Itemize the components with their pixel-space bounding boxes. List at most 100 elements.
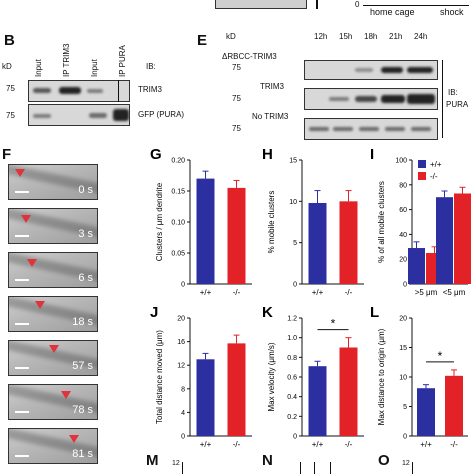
band: [309, 127, 329, 131]
x-tick-label: +/+: [420, 440, 432, 449]
top-blot-strip: [215, 0, 307, 9]
frame-time: 6 s: [78, 272, 93, 284]
panel-b-lane-2: IP TRIM3: [62, 43, 71, 78]
y-axis-label: Max velocity (μm/s): [267, 342, 276, 411]
panel-o-tick: 12: [402, 460, 410, 467]
y-axis-label: % mobile clusters: [267, 191, 276, 254]
bar: [417, 388, 435, 436]
bar: [408, 248, 425, 284]
scale-bar: [15, 279, 29, 281]
panel-b-lane-1: Input: [34, 59, 43, 77]
scale-bar: [15, 367, 29, 369]
panel-e-blot-drbcc: [304, 60, 438, 80]
y-tick-label: 100: [395, 158, 407, 165]
y-tick-label: 0.8: [287, 355, 297, 362]
y-tick-label: 0.2: [287, 414, 297, 421]
band: [355, 96, 377, 102]
y-tick-label: 0.10: [171, 220, 185, 227]
timelapse-frame: 18 s: [8, 296, 98, 332]
band: [329, 97, 349, 101]
panel-label: H: [262, 146, 273, 163]
arrowhead-icon: [69, 435, 79, 443]
panel-e-kd: kD: [226, 32, 236, 41]
y-tick-label: 0: [403, 282, 407, 289]
y-tick-label: 10: [399, 375, 407, 382]
panel-e-ib-target: PURA: [446, 100, 469, 109]
top-blot-end: [316, 0, 318, 9]
scale-bar: [15, 235, 29, 237]
bar: [436, 197, 453, 284]
y-axis-label: Max distance to origin (μm): [377, 328, 386, 425]
frame-time: 78 s: [72, 404, 93, 416]
y-tick-label: 20: [399, 257, 407, 264]
band: [355, 68, 373, 72]
timelapse-frame: 0 s: [8, 164, 98, 200]
x-tick-label: -/-: [233, 288, 241, 297]
panel-b-blot-trim3: [28, 80, 130, 102]
y-tick-label: 40: [399, 232, 407, 239]
panel-b-kd: kD: [2, 62, 12, 71]
band: [381, 67, 403, 73]
scale-bar: [15, 455, 29, 457]
bar: [308, 202, 327, 284]
scale-bar: [15, 411, 29, 413]
band: [33, 88, 51, 93]
y-tick-label: 0: [181, 434, 185, 441]
band: [385, 127, 405, 131]
panel-b-lane-3: Input: [90, 59, 99, 77]
panel-e-blot-trim3: [304, 88, 438, 110]
y-tick-label: 20: [399, 316, 407, 323]
panel-label: J: [150, 304, 158, 321]
panel-f-label: F: [2, 146, 12, 163]
panel-b-row-1-name: TRIM3: [138, 85, 162, 94]
bar: [339, 201, 358, 284]
panel-e-blot-no-trim3: [304, 118, 438, 140]
y-tick-label: 0: [403, 434, 407, 441]
panel-n-axis: [300, 462, 301, 474]
band: [381, 95, 405, 103]
frame-time: 0 s: [78, 184, 93, 196]
x-tick-label: -/-: [450, 440, 458, 449]
y-tick-label: 5: [293, 240, 297, 247]
frame-time: 3 s: [78, 228, 93, 240]
y-tick-label: 60: [399, 207, 407, 214]
y-tick-label: 4: [181, 410, 185, 417]
frame-time: 57 s: [72, 360, 93, 372]
panel-e-marker-1: 75: [232, 63, 241, 72]
panel-e-row-1-name: ΔRBCC-TRIM3: [222, 52, 277, 61]
arrowhead-icon: [35, 301, 45, 309]
timelapse-frame: 78 s: [8, 384, 98, 420]
y-axis-label: Total distance moved (μm): [155, 330, 164, 424]
bar: [196, 359, 215, 436]
y-tick-label: 1.2: [287, 316, 297, 323]
panel-e-row-3-name: No TRIM3: [252, 112, 289, 121]
panel-e-label: E: [197, 32, 208, 49]
bar: [227, 187, 246, 284]
x-tick-label: >5 μm: [415, 288, 438, 297]
legend-swatch: [418, 172, 426, 180]
legend-label: -/-: [430, 172, 438, 181]
y-axis-label: Clusters / μm dendrite: [155, 182, 164, 261]
bar: [454, 193, 471, 284]
panel-n-bar-cap: [314, 462, 315, 474]
band: [333, 127, 353, 131]
panel-label: G: [150, 146, 162, 163]
frame-time: 18 s: [72, 316, 93, 328]
panel-e-row-2-name: TRIM3: [260, 82, 284, 91]
band: [113, 109, 129, 121]
panel-b-label: B: [4, 32, 15, 49]
panel-e-time-2: 15h: [339, 32, 353, 41]
top-zero-tick: 0: [355, 0, 360, 9]
panel-b-ib: IB:: [146, 62, 156, 71]
panel-n-bar-cap: [330, 462, 331, 474]
panel-e-bracket: [442, 60, 443, 138]
band: [59, 87, 81, 94]
arrowhead-icon: [21, 215, 31, 223]
panel-m-label: M: [146, 452, 159, 469]
y-tick-label: 5: [403, 404, 407, 411]
timelapse-frame: 6 s: [8, 252, 98, 288]
top-home-cage-label: home cage: [370, 7, 415, 17]
bar: [196, 178, 215, 284]
y-tick-label: 12: [177, 363, 185, 370]
arrowhead-icon: [27, 259, 37, 267]
